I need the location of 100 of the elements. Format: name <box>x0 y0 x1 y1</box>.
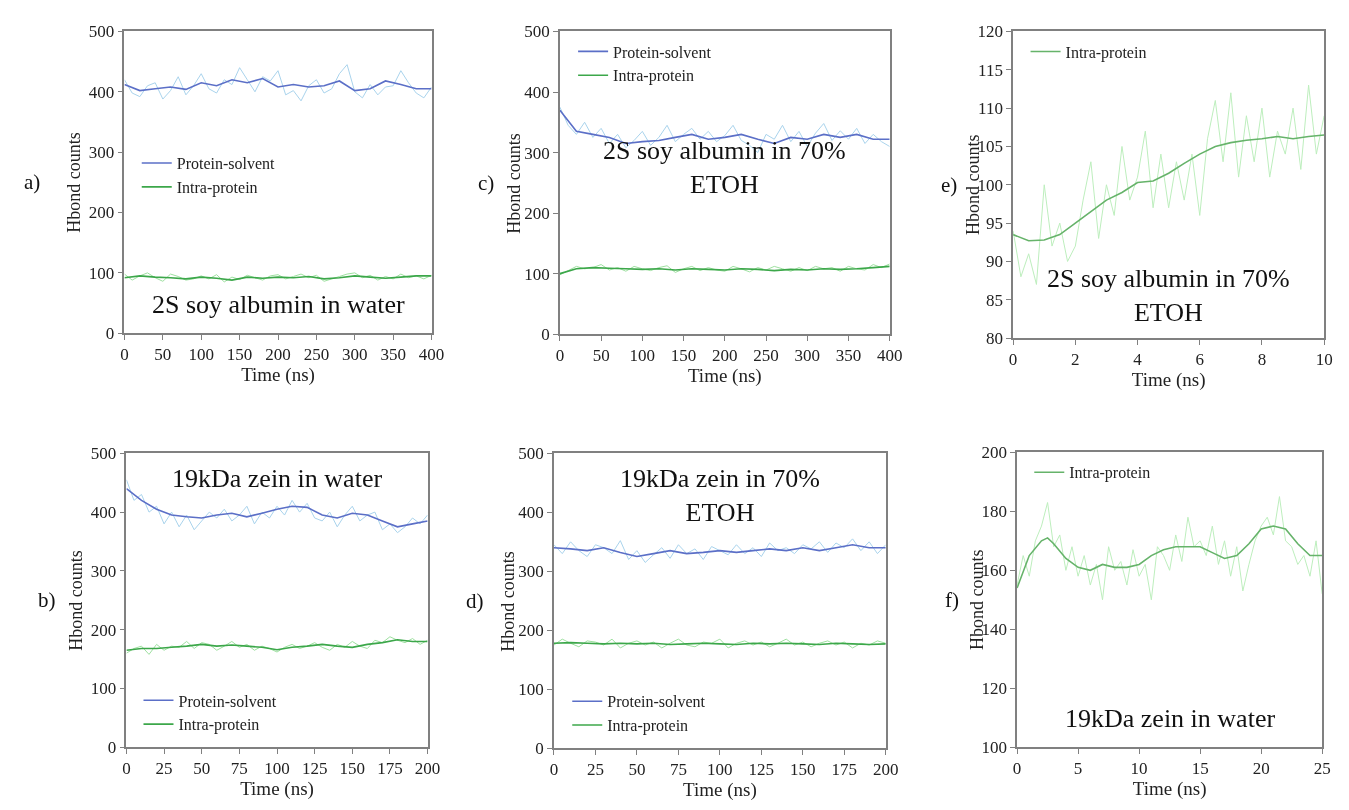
legend-label: Intra-protein <box>176 179 258 198</box>
y-tick-label: 200 <box>88 203 115 223</box>
y-tick-label: 400 <box>524 82 550 102</box>
annotation: 2S soy albumin in 70% ETOH <box>1047 264 1290 327</box>
legend-label: Protein-solvent <box>178 692 277 710</box>
y-tick-label: 400 <box>90 503 117 523</box>
x-tick-label: 100 <box>707 760 733 780</box>
legend-label: Intra-protein <box>1069 464 1151 483</box>
x-tick-label: 250 <box>753 346 779 366</box>
x-tick-label: 50 <box>592 346 610 366</box>
x-tick-label: 150 <box>226 345 253 365</box>
x-tick-label: 50 <box>193 759 211 779</box>
y-tick-label: 85 <box>985 290 1003 310</box>
x-tick-label: 400 <box>418 345 445 365</box>
y-tick-label: 300 <box>524 143 550 163</box>
text: f) <box>945 588 959 612</box>
y-tick-label: 300 <box>88 143 115 163</box>
x-tick-label: 175 <box>831 760 858 780</box>
y-tick-label: 80 <box>985 329 1003 349</box>
x-axis-title: Time (ns) <box>241 364 315 387</box>
x-tick-label: 125 <box>301 759 328 779</box>
x-tick-label: 5 <box>1073 759 1083 779</box>
x-tick-label: 50 <box>628 760 646 780</box>
line-series <box>1017 525 1323 589</box>
x-tick-label: 350 <box>380 345 406 365</box>
y-tick-label: 100 <box>90 679 117 699</box>
text: d) <box>466 589 484 613</box>
legend-label: Intra-protein <box>178 716 260 735</box>
y-tick-label: 120 <box>981 679 1007 699</box>
x-tick-label: 100 <box>264 759 290 779</box>
x-tick-label: 50 <box>154 345 172 365</box>
y-tick-label: 180 <box>981 502 1007 522</box>
line-series <box>553 543 886 558</box>
annotation: 19kDa zein in water <box>1065 704 1276 733</box>
x-tick-label: 200 <box>265 345 291 365</box>
x-axis-title: Time (ns) <box>1132 778 1207 801</box>
y-tick-label: 90 <box>985 252 1003 272</box>
x-tick-label: 400 <box>876 346 903 366</box>
y-tick-label: 100 <box>518 680 544 700</box>
x-axis-title: Time (ns) <box>687 365 762 388</box>
x-tick-label: 25 <box>155 759 173 779</box>
x-tick-label: 350 <box>835 346 862 366</box>
legend-label: Protein-solvent <box>176 155 276 173</box>
line-series <box>124 64 432 102</box>
x-tick-label: 200 <box>414 759 441 779</box>
y-tick-label: 115 <box>978 60 1003 80</box>
annotation: 2S soy albumin in water <box>152 290 406 319</box>
text: a) <box>24 170 41 194</box>
x-tick-label: 6 <box>1195 350 1204 370</box>
annotation: 2S soy albumin in 70% ETOH <box>603 136 846 199</box>
text: c) <box>478 171 495 195</box>
line-series <box>553 538 886 563</box>
x-tick-label: 10 <box>1315 350 1333 370</box>
x-tick-label: 4 <box>1133 350 1143 370</box>
x-tick-label: 150 <box>339 759 366 779</box>
x-tick-label: 10 <box>1130 759 1148 779</box>
y-tick-label: 300 <box>518 562 544 582</box>
y-tick-label: 400 <box>518 503 544 523</box>
x-tick-label: 20 <box>1252 759 1270 779</box>
x-tick-label: 300 <box>794 346 820 366</box>
x-tick-label: 175 <box>377 759 403 779</box>
legend-label: Protein-solvent <box>613 43 712 61</box>
y-tick-label: 300 <box>90 561 117 581</box>
line-series <box>1017 496 1323 601</box>
y-tick-label: 0 <box>107 738 117 758</box>
annotation: 19kDa zein in 70% ETOH <box>620 464 821 527</box>
y-tick-label: 500 <box>518 444 544 464</box>
y-tick-label: 500 <box>90 444 117 464</box>
legend-label: Protein-solvent <box>607 693 706 711</box>
x-tick-label: 125 <box>748 760 775 780</box>
y-tick-label: 100 <box>524 264 550 284</box>
x-tick-label: 100 <box>629 346 656 366</box>
x-tick-label: 150 <box>790 760 816 780</box>
y-tick-label: 500 <box>88 22 115 42</box>
x-axis-title: Time (ns) <box>240 778 314 801</box>
x-axis-title: Time (ns) <box>683 779 757 802</box>
line-series <box>126 487 428 528</box>
line-series <box>1013 134 1325 242</box>
y-tick-label: 120 <box>977 22 1003 42</box>
legend-label: Intra-protein <box>607 717 689 736</box>
x-tick-label: 0 <box>122 759 131 779</box>
x-tick-label: 25 <box>1313 759 1331 779</box>
x-tick-label: 2 <box>1071 350 1080 370</box>
y-axis-title: Hbond counts <box>498 551 519 652</box>
x-tick-label: 200 <box>873 760 899 780</box>
y-tick-label: 200 <box>981 443 1007 463</box>
y-axis-title: Hbond counts <box>66 550 87 651</box>
y-tick-label: 400 <box>88 82 115 102</box>
x-tick-label: 8 <box>1257 350 1267 370</box>
x-tick-label: 100 <box>188 345 214 365</box>
y-tick-label: 200 <box>524 204 550 224</box>
y-tick-label: 0 <box>535 739 544 759</box>
y-tick-label: 200 <box>518 621 544 641</box>
x-tick-label: 25 <box>586 760 604 780</box>
x-tick-label: 0 <box>1012 759 1022 779</box>
x-tick-label: 0 <box>555 346 565 366</box>
line-series <box>124 77 432 92</box>
x-tick-label: 200 <box>712 346 738 366</box>
y-tick-label: 0 <box>105 324 115 344</box>
x-tick-label: 250 <box>303 345 330 365</box>
